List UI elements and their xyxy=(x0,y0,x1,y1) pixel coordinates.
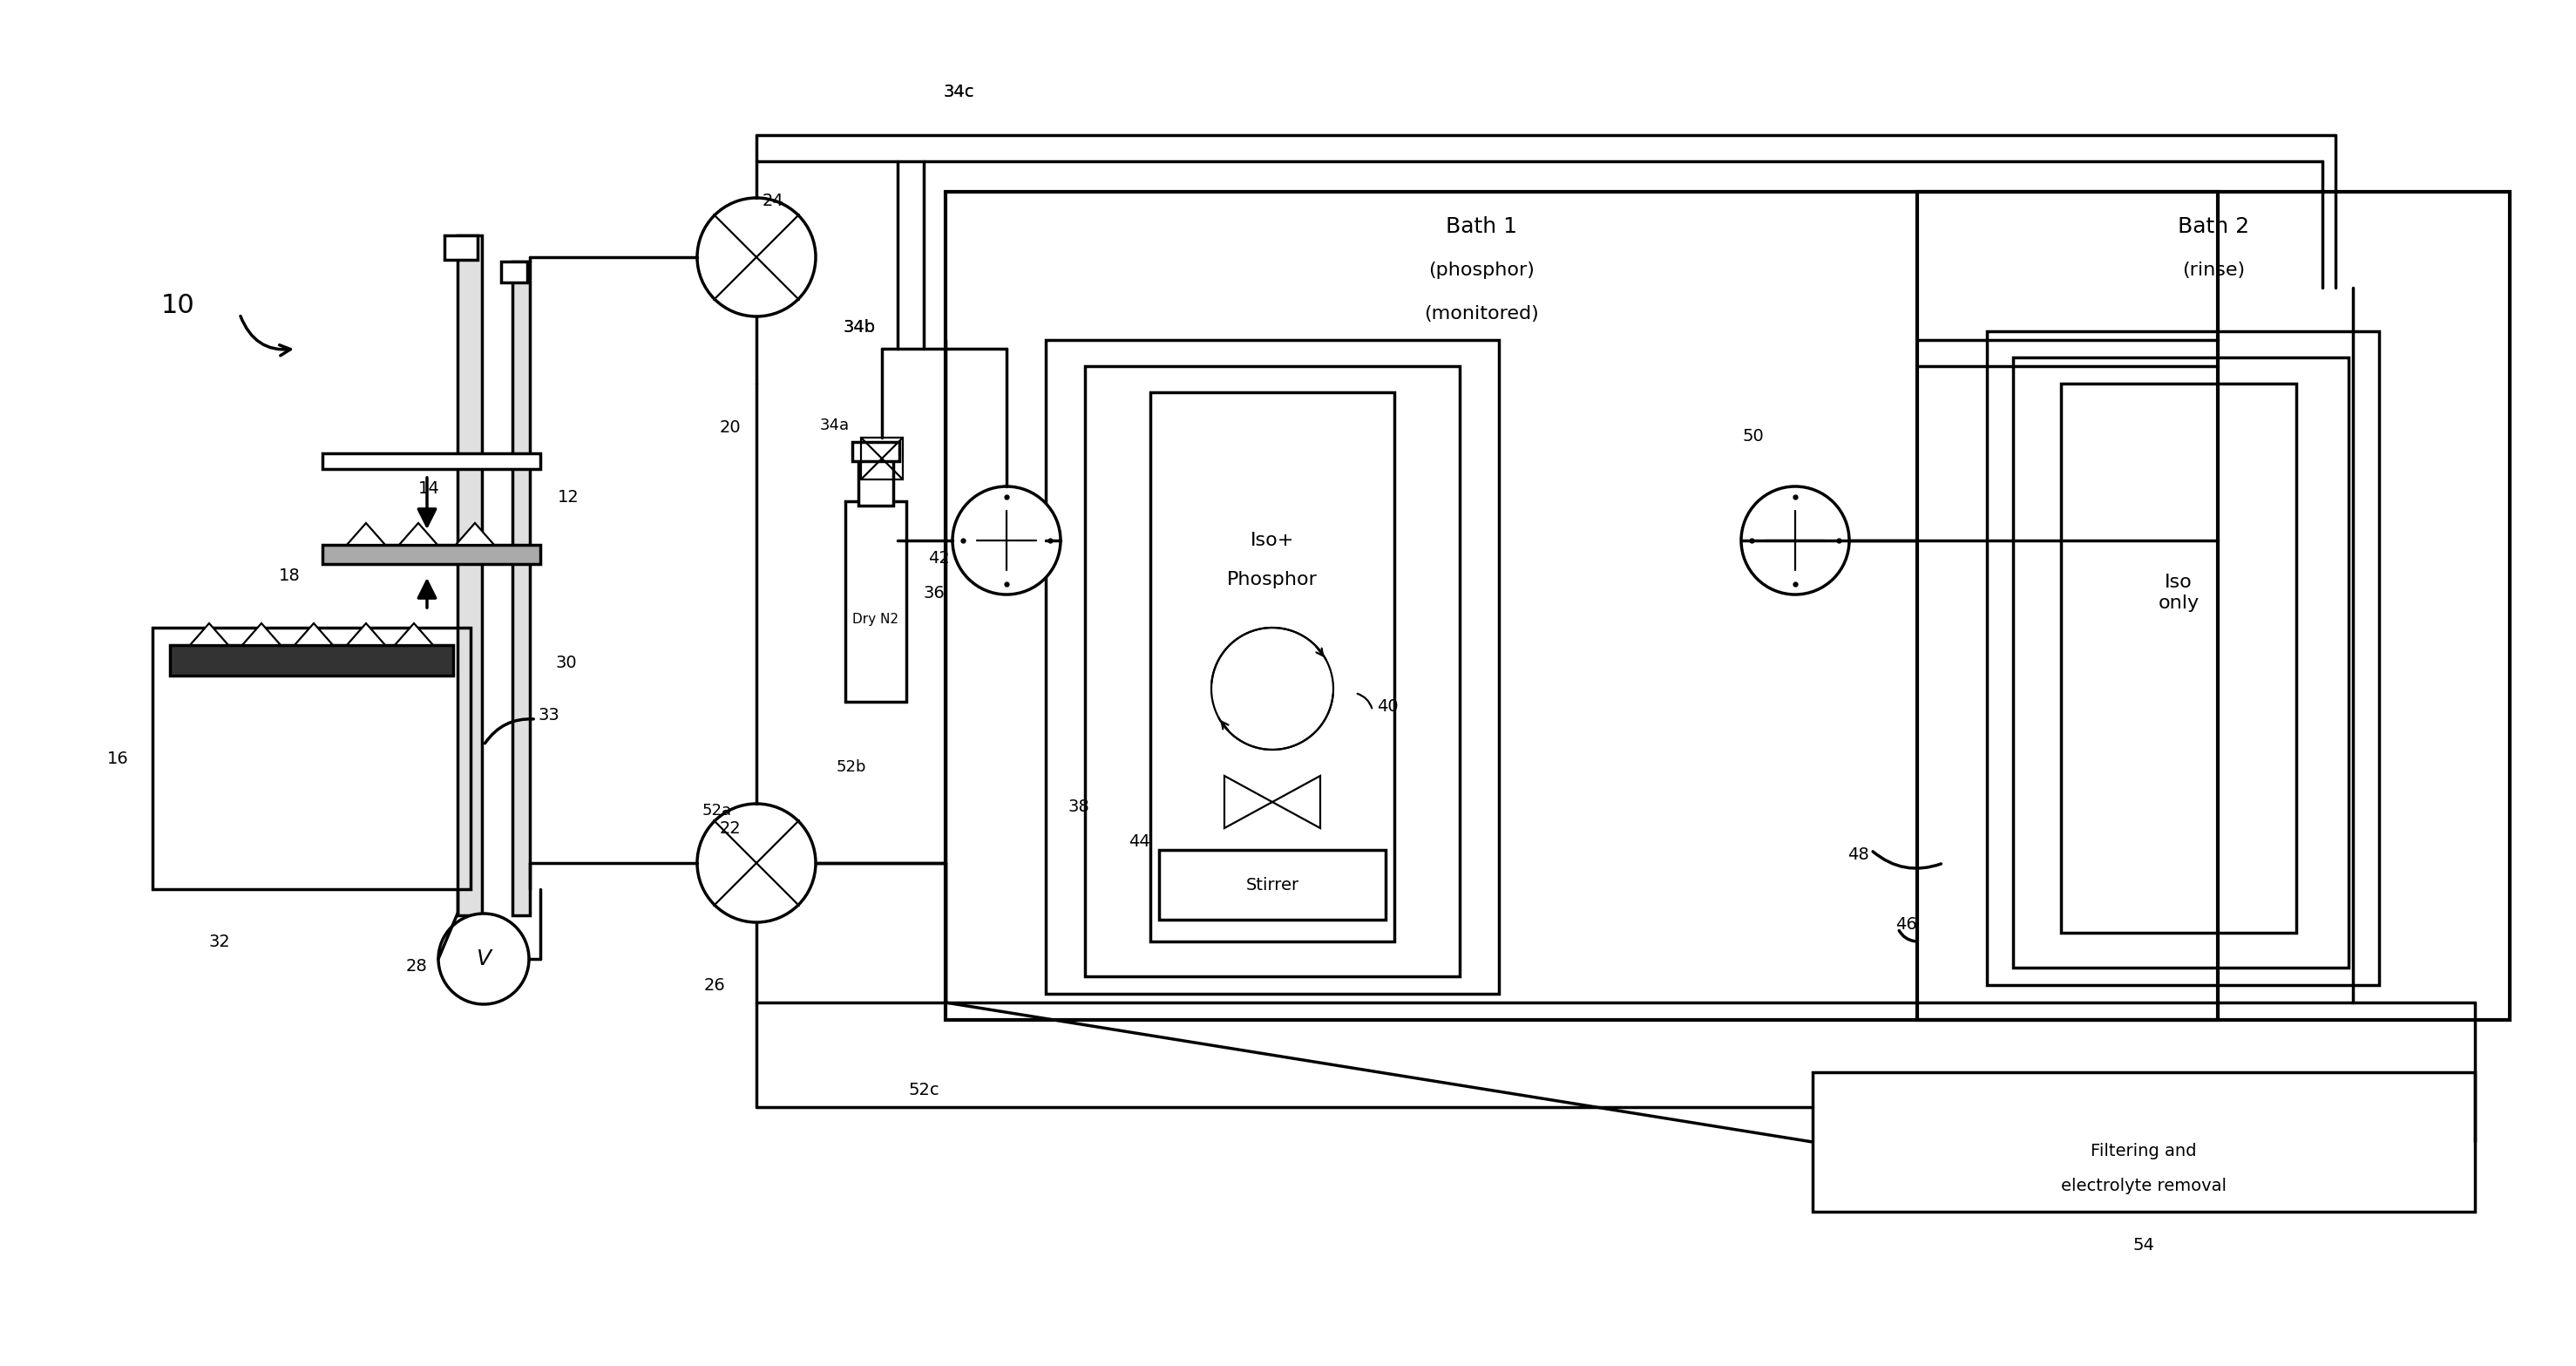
Text: 34b: 34b xyxy=(842,318,876,335)
Polygon shape xyxy=(394,623,433,645)
Text: 22: 22 xyxy=(719,820,742,836)
Polygon shape xyxy=(348,523,386,545)
Bar xyxy=(322,545,541,564)
Text: 50: 50 xyxy=(1744,428,1765,444)
Bar xyxy=(513,261,531,915)
Circle shape xyxy=(1741,486,1850,594)
Text: Dry N2: Dry N2 xyxy=(853,612,899,626)
Text: 34a: 34a xyxy=(819,418,850,433)
Text: 26: 26 xyxy=(703,977,726,993)
Bar xyxy=(152,627,471,889)
Text: (rinse): (rinse) xyxy=(2182,261,2244,279)
Polygon shape xyxy=(1273,776,1321,828)
Bar xyxy=(2012,358,2349,967)
Bar xyxy=(853,443,899,462)
Text: 38: 38 xyxy=(1066,798,1090,814)
Text: Iso+: Iso+ xyxy=(1249,531,1293,549)
Text: 24: 24 xyxy=(762,193,783,209)
Bar xyxy=(459,235,482,915)
Bar xyxy=(1814,1072,2476,1212)
Bar xyxy=(845,501,907,702)
Polygon shape xyxy=(294,623,332,645)
Polygon shape xyxy=(399,523,438,545)
Bar xyxy=(446,235,477,260)
Polygon shape xyxy=(1224,776,1273,828)
Text: (phosphor): (phosphor) xyxy=(1427,261,1535,279)
Text: 34b: 34b xyxy=(842,318,876,335)
Bar xyxy=(502,261,528,283)
Circle shape xyxy=(698,198,817,317)
Text: 48: 48 xyxy=(1847,846,1870,862)
Text: 12: 12 xyxy=(559,489,580,505)
Text: Phosphor: Phosphor xyxy=(1226,571,1316,589)
Bar xyxy=(945,191,2218,1020)
Text: 40: 40 xyxy=(1378,698,1399,714)
Text: Stirrer: Stirrer xyxy=(1247,877,1298,893)
Polygon shape xyxy=(348,623,386,645)
Bar xyxy=(1159,850,1386,919)
Polygon shape xyxy=(191,623,229,645)
Text: V: V xyxy=(477,948,492,970)
Text: 44: 44 xyxy=(1128,833,1149,850)
Text: 52b: 52b xyxy=(837,759,866,775)
Circle shape xyxy=(953,486,1061,594)
Text: 14: 14 xyxy=(417,479,440,496)
Text: 33: 33 xyxy=(538,706,559,723)
Text: 34c: 34c xyxy=(943,83,974,100)
Text: Bath 1: Bath 1 xyxy=(1445,216,1517,238)
Bar xyxy=(858,458,894,505)
Bar xyxy=(1986,332,2380,985)
Text: 54: 54 xyxy=(2133,1236,2154,1253)
Text: 52a: 52a xyxy=(703,803,732,818)
Bar xyxy=(1917,191,2509,1020)
Bar xyxy=(1084,366,1461,977)
Bar xyxy=(322,454,541,469)
Circle shape xyxy=(438,914,528,1004)
Text: 18: 18 xyxy=(278,567,301,583)
Text: 10: 10 xyxy=(162,292,196,318)
Text: Filtering and: Filtering and xyxy=(2092,1142,2197,1158)
Bar xyxy=(170,645,453,676)
Text: Iso
only: Iso only xyxy=(2159,574,2200,612)
Text: 52c: 52c xyxy=(909,1082,940,1098)
Text: 16: 16 xyxy=(108,750,129,766)
Bar xyxy=(1046,340,1499,994)
Text: 34c: 34c xyxy=(943,83,974,100)
Polygon shape xyxy=(456,523,495,545)
Text: 36: 36 xyxy=(925,585,945,601)
Polygon shape xyxy=(242,623,281,645)
Bar xyxy=(1151,392,1394,941)
Text: 20: 20 xyxy=(719,419,742,436)
Text: Bath 2: Bath 2 xyxy=(2177,216,2249,238)
Text: (monitored): (monitored) xyxy=(1425,305,1538,322)
Text: 42: 42 xyxy=(927,549,951,566)
Circle shape xyxy=(698,803,817,922)
Text: electrolyte removal: electrolyte removal xyxy=(2061,1177,2226,1194)
Bar xyxy=(2061,384,2295,933)
Text: 46: 46 xyxy=(1896,915,1917,933)
Bar xyxy=(860,437,902,479)
Text: 32: 32 xyxy=(209,933,232,949)
Text: 30: 30 xyxy=(556,654,577,671)
Text: 28: 28 xyxy=(404,958,428,974)
